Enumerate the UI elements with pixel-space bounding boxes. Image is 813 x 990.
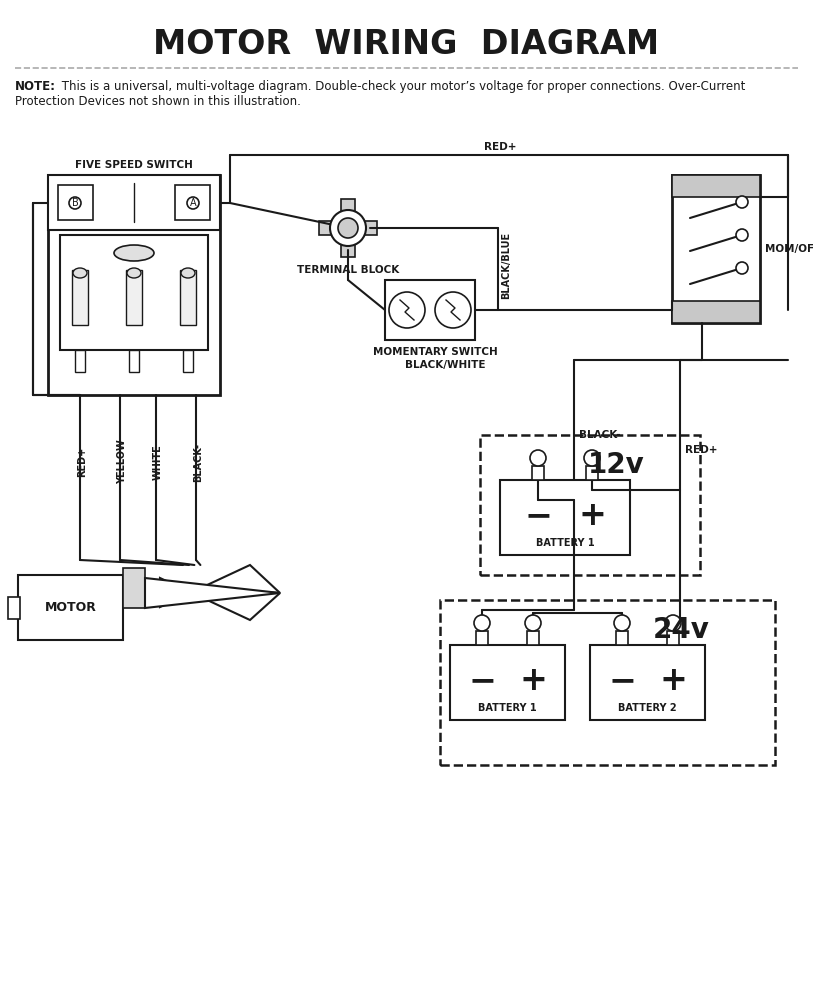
Text: BLACK/WHITE: BLACK/WHITE — [405, 360, 485, 370]
Text: RED+: RED+ — [77, 446, 87, 477]
Text: BLACK-: BLACK- — [193, 443, 203, 481]
Text: BATTERY 2: BATTERY 2 — [618, 703, 676, 713]
Text: −: − — [468, 664, 496, 697]
Bar — [440, 600, 775, 765]
Bar — [180, 270, 196, 325]
Bar — [48, 175, 220, 395]
Text: YELLOW: YELLOW — [117, 440, 127, 484]
Text: BATTERY 1: BATTERY 1 — [536, 538, 594, 548]
Bar — [590, 645, 705, 720]
Circle shape — [187, 197, 199, 209]
Text: −: − — [524, 499, 552, 532]
Bar — [672, 175, 760, 323]
Ellipse shape — [181, 268, 195, 278]
Bar — [123, 568, 145, 608]
Ellipse shape — [114, 245, 154, 261]
Bar — [129, 350, 139, 372]
Bar — [60, 235, 208, 350]
Bar — [476, 631, 488, 645]
Bar — [480, 435, 700, 575]
Circle shape — [584, 450, 600, 466]
Circle shape — [736, 262, 748, 274]
Text: 24v: 24v — [653, 616, 710, 644]
Bar — [616, 631, 628, 645]
Bar — [48, 175, 220, 230]
Bar — [75, 350, 85, 372]
Text: MOM/OFF/CON SWITCH: MOM/OFF/CON SWITCH — [765, 244, 813, 254]
Text: MOTOR  WIRING  DIAGRAM: MOTOR WIRING DIAGRAM — [153, 29, 659, 61]
Circle shape — [525, 615, 541, 631]
Polygon shape — [145, 578, 280, 608]
Bar — [72, 270, 88, 325]
Text: TERMINAL BLOCK: TERMINAL BLOCK — [297, 265, 399, 275]
Text: RED+: RED+ — [685, 445, 718, 455]
Text: +: + — [519, 664, 547, 697]
Bar — [8, 597, 20, 619]
Circle shape — [330, 210, 366, 246]
Text: B: B — [72, 198, 78, 208]
Circle shape — [338, 218, 358, 238]
Text: FIVE SPEED SWITCH: FIVE SPEED SWITCH — [75, 160, 193, 170]
Polygon shape — [160, 565, 280, 607]
Circle shape — [614, 615, 630, 631]
Circle shape — [435, 292, 471, 328]
Text: MOTOR: MOTOR — [45, 601, 97, 614]
Text: −: − — [608, 664, 636, 697]
Bar — [175, 185, 210, 220]
Text: This is a universal, multi-voltage diagram. Double-check your motor’s voltage fo: This is a universal, multi-voltage diagr… — [58, 80, 746, 93]
Ellipse shape — [73, 268, 87, 278]
Text: +: + — [659, 664, 687, 697]
Bar — [126, 270, 142, 325]
Text: MOMENTARY SWITCH: MOMENTARY SWITCH — [372, 347, 498, 357]
Text: BLACK-: BLACK- — [579, 430, 620, 440]
Circle shape — [69, 197, 81, 209]
Bar — [385, 280, 475, 340]
Polygon shape — [160, 578, 280, 620]
Bar — [527, 631, 539, 645]
Bar — [319, 221, 333, 235]
Bar — [363, 221, 377, 235]
Bar — [500, 480, 630, 555]
Text: Protection Devices not shown in this illustration.: Protection Devices not shown in this ill… — [15, 95, 301, 108]
Text: BLACK/BLUE: BLACK/BLUE — [501, 232, 511, 299]
Bar — [341, 199, 355, 213]
Bar — [183, 350, 193, 372]
Circle shape — [736, 196, 748, 208]
Circle shape — [389, 292, 425, 328]
Bar — [341, 243, 355, 257]
Bar — [667, 631, 679, 645]
Bar — [672, 175, 760, 197]
Text: 12v: 12v — [588, 451, 645, 479]
Text: A: A — [189, 198, 196, 208]
Bar — [672, 301, 760, 323]
Circle shape — [736, 229, 748, 241]
Text: RED+: RED+ — [484, 142, 516, 152]
Text: +: + — [578, 499, 606, 532]
Text: WHITE: WHITE — [153, 445, 163, 480]
Text: NOTE:: NOTE: — [15, 80, 56, 93]
Circle shape — [474, 615, 490, 631]
Bar — [18, 575, 123, 640]
Circle shape — [665, 615, 681, 631]
Bar — [58, 185, 93, 220]
Bar — [586, 466, 598, 480]
Bar — [532, 466, 544, 480]
Circle shape — [530, 450, 546, 466]
Ellipse shape — [127, 268, 141, 278]
Text: BATTERY 1: BATTERY 1 — [478, 703, 537, 713]
Bar — [450, 645, 565, 720]
